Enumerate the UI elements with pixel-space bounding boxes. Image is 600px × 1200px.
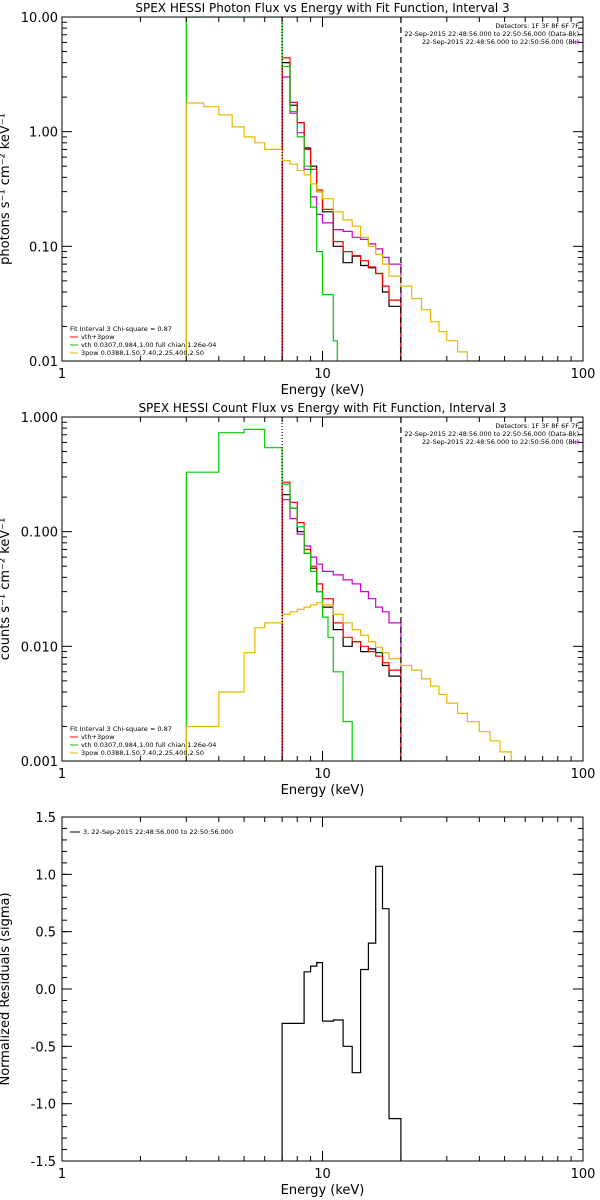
y-tick-label: 0.010: [21, 640, 58, 655]
y-tick-label: -0.5: [31, 1040, 56, 1055]
chart-panel-2: 1 10 100 0.001 0.010 0.100 1.000 SPEX HESSI Cou…: [0, 401, 595, 798]
x-tick-label: 10: [314, 767, 331, 782]
y-tick-label: 0.0: [35, 983, 56, 998]
y-tick-label: 0.100: [21, 526, 58, 541]
x-tick-label: 10: [314, 367, 331, 382]
x-tick-label: 1: [58, 1167, 66, 1182]
y-tick-label: 0.10: [29, 240, 58, 255]
y-tick-label: 0.001: [21, 755, 58, 770]
legend-entry-3: 3pow 0.0388,1.50,7.40,2.25,400,2.50: [81, 349, 204, 357]
y-axis-label: photons s⁻¹ cm⁻² keV⁻¹: [0, 113, 13, 265]
legend-entry-1: vth+3pow: [81, 333, 115, 341]
x-tick-label: 10: [314, 1167, 331, 1182]
y-tick-label: 1.5: [35, 811, 56, 826]
plot-area: [185, 417, 522, 761]
y-tick-label: 1.00: [29, 126, 58, 141]
series-2-line: [281, 494, 402, 761]
x-tick-label: 1: [58, 767, 66, 782]
plot-area: [281, 865, 402, 1161]
y-tick-label: 1.000: [21, 411, 58, 426]
series-1-line: [281, 76, 402, 361]
plot-area: [185, 17, 480, 361]
chart-title: SPEX HESSI Count Flux vs Energy with Fit…: [138, 401, 506, 415]
series-3-line: [281, 57, 402, 361]
x-tick-label: 100: [571, 767, 596, 782]
y-tick-label: 0.01: [29, 355, 58, 370]
series-4-line: [185, 428, 353, 761]
chart-panel-3: 1 10 100 -1.5 -1.0 -0.5 0.0 0.5 1.0 1.5 Energy (ke…: [0, 811, 595, 1198]
legend-entry-1: vth+3pow: [81, 733, 115, 741]
series-5-line: [185, 602, 522, 761]
x-axis-label: Energy (keV): [281, 1183, 365, 1198]
legend-entry-2: vth 0.0307,0.984,1.00 full chian 1.26e-0…: [81, 341, 216, 349]
series-3-line: [281, 481, 402, 761]
y-axis-label: Normalized Residuals (sigma): [0, 892, 13, 1085]
header-line-3: 22-Sep-2015 22:48:56.000 to 22:50:56.000…: [422, 38, 579, 46]
legend-title: Fit Interval 3 Chi-square = 0.87: [70, 325, 172, 333]
y-tick-label: 0.5: [35, 926, 56, 941]
y-tick-label: 1.0: [35, 868, 56, 883]
y-tick-label: 10.00: [21, 11, 58, 26]
header-line-2: 22-Sep-2015 22:48:56.000 to 22:50:56.000…: [404, 30, 579, 38]
header-line-3: 22-Sep-2015 22:48:56.000 to 22:50:56.000…: [422, 438, 579, 446]
series-2-line: [281, 62, 402, 361]
series-1-line: [281, 865, 402, 1161]
x-tick-label: 100: [571, 367, 596, 382]
x-axis-label: Energy (keV): [281, 783, 365, 798]
header-line-1: Detectors: 1F 3F 8F 6F 7F: [495, 422, 579, 430]
legend-entry-1: 3, 22-Sep-2015 22:48:56.000 to 22:50:56.…: [83, 828, 233, 836]
y-tick-label: -1.0: [31, 1098, 56, 1113]
series-5-line: [185, 102, 480, 361]
y-tick-label: -1.5: [31, 1155, 56, 1170]
y-axis-label: counts s⁻¹ cm⁻² keV⁻¹: [0, 518, 13, 661]
plot-frame: [61, 16, 584, 362]
legend-title: Fit Interval 3 Chi-square = 0.87: [70, 725, 172, 733]
legend-entry-3: 3pow 0.0388,1.50,7.40,2.25,400,2.50: [81, 749, 204, 757]
legend-entry-2: vth 0.0307,0.984,1.00 full chian 1.26e-0…: [81, 741, 216, 749]
x-tick-label: 1: [58, 367, 66, 382]
chart-title: SPEX HESSI Photon Flux vs Energy with Fi…: [135, 1, 509, 15]
chart-panel-1: 1 10 100 0.01 0.10 1.00 10.00 SPEX HESSI Photon…: [0, 1, 595, 398]
header-line-1: Detectors: 1F 3F 8F 6F 7F: [495, 22, 579, 30]
x-axis-label: Energy (keV): [281, 383, 365, 398]
series-4-line: [185, 17, 338, 361]
series-1-line: [281, 499, 402, 761]
header-line-2: 22-Sep-2015 22:48:56.000 to 22:50:56.000…: [404, 430, 579, 438]
x-tick-label: 100: [571, 1167, 596, 1182]
